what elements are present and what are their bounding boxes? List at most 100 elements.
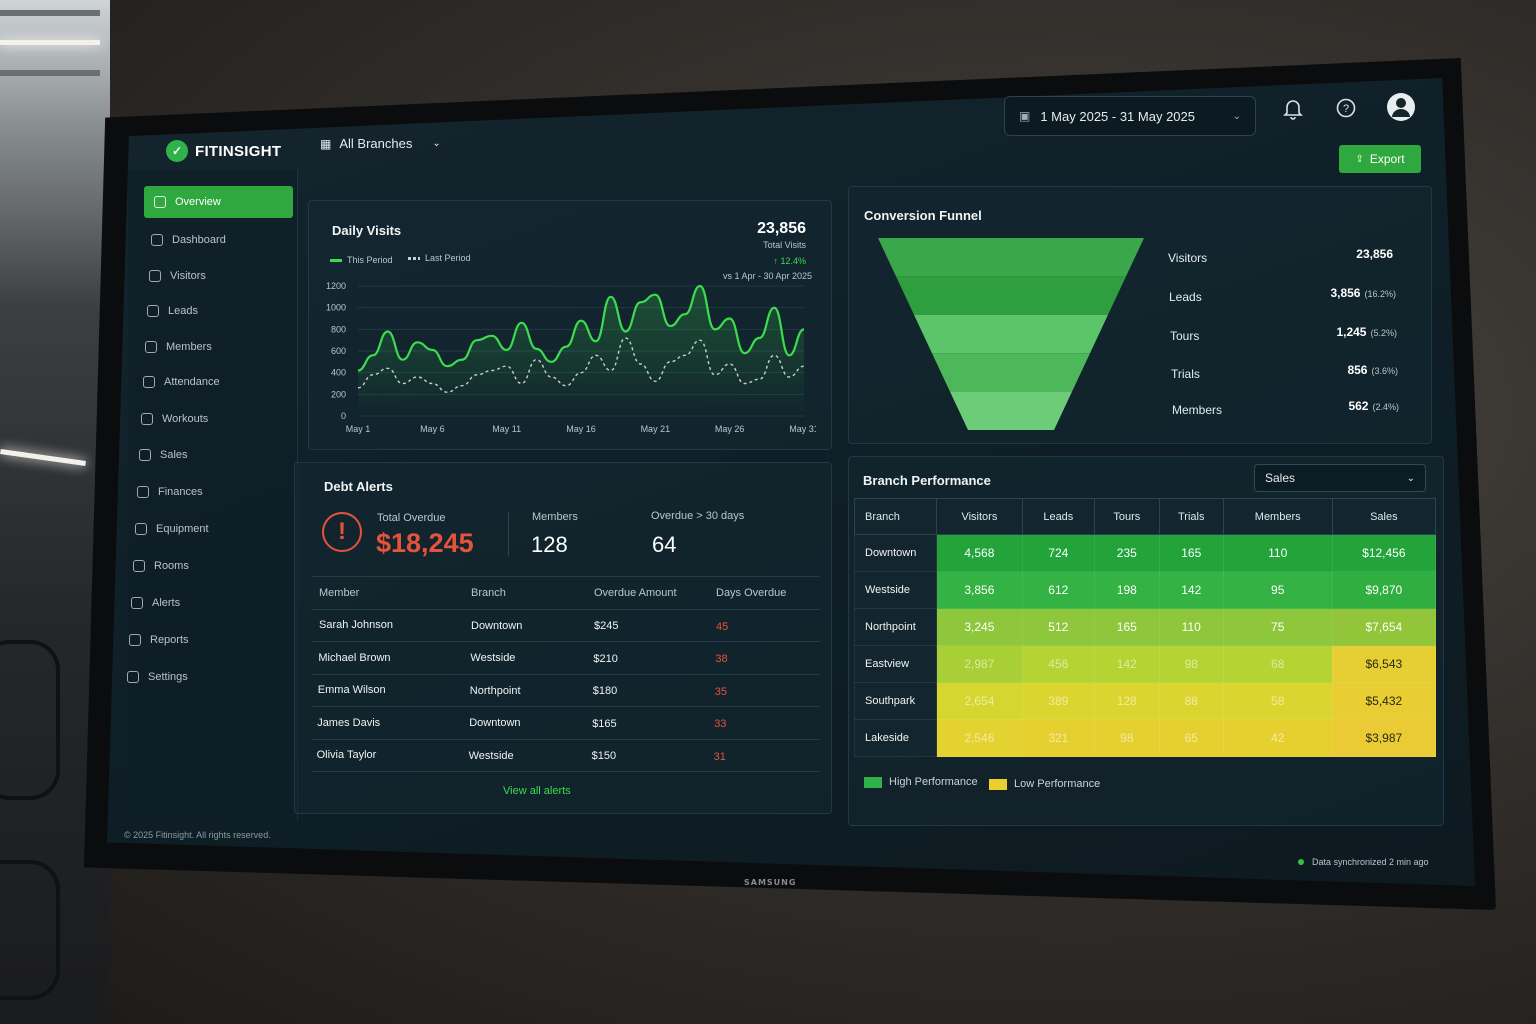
dumbbell-icon — [141, 413, 153, 425]
overdue-amount: $165 — [592, 717, 617, 730]
sidebar-item-label: Equipment — [156, 523, 209, 535]
app-logo[interactable]: ✓ FITINSIGHT — [166, 140, 281, 162]
metric-cell: 142 — [1093, 645, 1160, 683]
table-row[interactable]: Westside 3,856 612 198 142 95 $9,870 — [854, 571, 1437, 609]
logo-icon: ✓ — [166, 140, 188, 162]
metric-cell: 2,546 — [936, 719, 1023, 757]
column-header[interactable]: Members — [1222, 498, 1333, 535]
sidebar-item-visitors[interactable]: Visitors — [139, 262, 289, 290]
export-button[interactable]: ⇪ Export — [1339, 145, 1421, 173]
metric-cell: $5,432 — [1331, 682, 1437, 720]
metric-cell: 3,245 — [936, 608, 1023, 646]
members-label: Members — [532, 511, 578, 523]
legend-low-swatch — [989, 778, 1007, 790]
sidebar-item-members[interactable]: Members — [135, 333, 285, 361]
column-header: Days Overdue — [716, 587, 787, 599]
branch-name: Northpoint — [469, 684, 521, 697]
sidebar-item-attendance[interactable]: Attendance — [133, 368, 283, 396]
ceiling-beam — [0, 10, 100, 16]
member-name[interactable]: Michael Brown — [318, 651, 391, 664]
table-row[interactable]: Downtown 4,568 724 235 165 110 $12,456 — [854, 534, 1437, 572]
user-icon — [149, 270, 161, 282]
column-header[interactable]: Leads — [1021, 498, 1095, 535]
visits-compare-label: vs 1 Apr - 30 Apr 2025 — [722, 271, 812, 281]
member-name[interactable]: Sarah Johnson — [319, 619, 393, 631]
view-all-alerts-link[interactable]: View all alerts — [503, 785, 571, 797]
sidebar-item-rooms[interactable]: Rooms — [123, 552, 273, 580]
funnel-stage-label: Tours — [1170, 329, 1200, 343]
sidebar-item-overview[interactable]: Overview — [144, 186, 293, 218]
bell-icon[interactable] — [1283, 98, 1303, 126]
sidebar-item-workouts[interactable]: Workouts — [131, 405, 281, 433]
table-divider — [312, 771, 820, 772]
user-plus-icon — [147, 305, 159, 317]
member-name[interactable]: Olivia Taylor — [316, 749, 377, 761]
branch-name: Westside — [470, 652, 516, 665]
chevron-down-icon: ⌄ — [432, 138, 441, 149]
days-overdue: 38 — [715, 653, 728, 666]
report-icon — [129, 634, 141, 646]
metric-select-value: Sales — [1265, 471, 1296, 485]
rooms-icon — [133, 560, 145, 572]
sidebar-item-dashboard[interactable]: Dashboard — [141, 226, 291, 254]
branch-name: Westside — [468, 749, 514, 762]
grid-icon — [151, 234, 163, 246]
table-row[interactable]: Eastview 2,987 456 142 98 68 $6,543 — [854, 645, 1437, 683]
legend-last-swatch — [408, 257, 420, 261]
column-header[interactable]: Trials — [1158, 498, 1224, 535]
y-tick-label: 400 — [331, 368, 346, 378]
branch-filter[interactable]: ▦ All Branches ⌄ — [320, 136, 441, 151]
branch-name-cell: Southpark — [854, 682, 937, 720]
column-header[interactable]: Tours — [1093, 498, 1160, 535]
member-name[interactable]: Emma Wilson — [317, 684, 386, 696]
overdue-30-label: Overdue > 30 days — [651, 510, 745, 522]
user-avatar-icon[interactable] — [1386, 92, 1416, 127]
member-name[interactable]: James Davis — [317, 716, 381, 729]
tv-brand-label: SAMSUNG — [744, 878, 797, 887]
sidebar-item-label: Members — [166, 341, 212, 353]
metric-cell: 165 — [1093, 608, 1160, 646]
funnel-stage-value: 3,856 (16.2%) — [1330, 286, 1396, 300]
metric-cell: 198 — [1093, 571, 1160, 609]
metric-cell: 2,987 — [936, 645, 1023, 683]
metric-cell: 95 — [1222, 571, 1333, 609]
x-tick-label: May 16 — [566, 424, 596, 434]
table-row[interactable]: Lakeside 2,546 321 98 65 42 $3,987 — [854, 719, 1437, 757]
sidebar-item-settings[interactable]: Settings — [117, 663, 267, 691]
user-icon — [145, 341, 157, 353]
funnel-segment-trials — [932, 353, 1090, 392]
table-row[interactable]: Northpoint 3,245 512 165 110 75 $7,654 — [854, 608, 1437, 646]
sidebar-item-reports[interactable]: Reports — [119, 626, 269, 654]
sidebar-item-leads[interactable]: Leads — [137, 297, 287, 325]
help-icon[interactable]: ? — [1336, 98, 1356, 124]
funnel-stage-value: 23,856 — [1356, 247, 1393, 261]
sidebar-item-sales[interactable]: Sales — [129, 441, 279, 469]
funnel-stage-count: 23,856 — [1356, 247, 1393, 261]
metric-cell: 58 — [1222, 682, 1333, 720]
footer-copyright: © 2025 Fitinsight. All rights reserved. — [124, 830, 271, 840]
column-header: Branch — [471, 587, 506, 599]
visits-change: ↑ 12.4% — [773, 256, 806, 266]
metric-cell: 235 — [1093, 534, 1160, 572]
ceiling-beam — [0, 70, 100, 76]
date-range-label: 1 May 2025 - 31 May 2025 — [1040, 108, 1195, 124]
y-tick-label: 800 — [331, 324, 346, 334]
date-range-picker[interactable]: ▣ 1 May 2025 - 31 May 2025 ⌄ — [1004, 96, 1256, 136]
column-header[interactable]: Branch — [854, 498, 937, 535]
metric-select[interactable]: Sales ⌄ — [1254, 464, 1426, 492]
sidebar-item-finances[interactable]: Finances — [127, 478, 277, 506]
overdue-amount: $150 — [591, 750, 617, 763]
legend-high: High Performance — [864, 776, 978, 788]
x-tick-label: May 11 — [492, 424, 521, 434]
table-row[interactable]: Southpark 2,654 389 128 88 58 $5,432 — [854, 682, 1437, 720]
legend-high-label: High Performance — [889, 776, 978, 788]
calendar-icon — [143, 376, 155, 388]
export-label: Export — [1369, 152, 1405, 166]
column-header[interactable]: Visitors — [936, 498, 1023, 535]
sidebar-item-label: Reports — [150, 634, 189, 646]
sidebar-item-alerts[interactable]: Alerts — [121, 589, 271, 617]
column-header[interactable]: Sales — [1331, 498, 1437, 535]
calendar-icon: ▣ — [1019, 109, 1031, 123]
sidebar-item-equipment[interactable]: Equipment — [125, 515, 275, 543]
metric-cell: 88 — [1158, 682, 1224, 720]
